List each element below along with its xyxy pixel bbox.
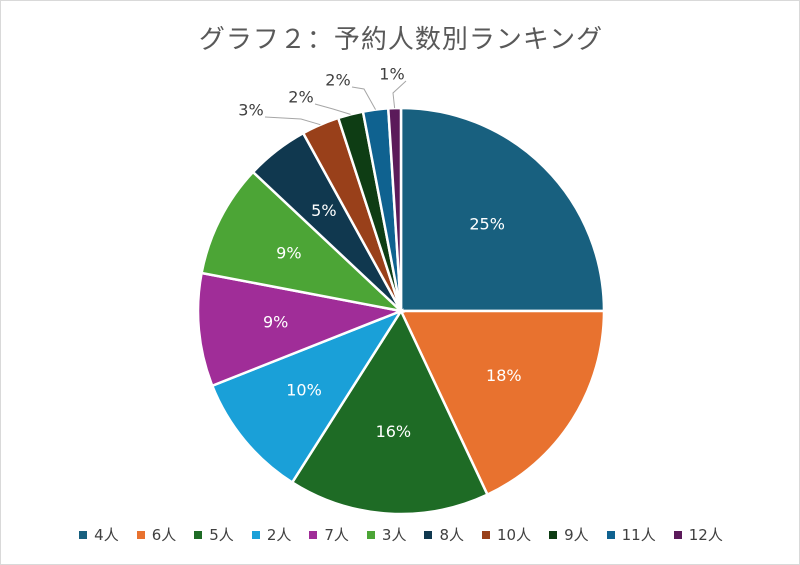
pie-slice-10 xyxy=(386,106,403,312)
legend-label-3: 2人 xyxy=(266,526,292,544)
pie-slice-1 xyxy=(399,309,606,497)
legend-swatch-7 xyxy=(482,530,490,539)
legend-swatch-9 xyxy=(606,530,615,539)
legend-item-0: 4人 xyxy=(79,524,119,545)
legend-label-6: 8人 xyxy=(439,526,464,544)
data-label-3: 10% xyxy=(286,381,322,400)
pie-slice-2 xyxy=(290,308,490,516)
legend-swatch-0 xyxy=(79,530,88,539)
data-label-9: 2% xyxy=(325,71,350,90)
legend-item-3: 2人 xyxy=(251,524,292,545)
legend-item-10: 12人 xyxy=(673,524,723,545)
data-label-4: 9% xyxy=(263,312,288,331)
data-label-5: 9% xyxy=(276,243,301,262)
leader-line-8 xyxy=(314,103,351,115)
legend-item-4: 7人 xyxy=(309,524,349,545)
legend-swatch-1 xyxy=(136,530,145,539)
pie-slice-4 xyxy=(196,271,406,388)
legend-swatch-8 xyxy=(549,530,558,539)
pie-slice-3 xyxy=(210,308,405,485)
chart-title: グラフ２：予約人数別ランキング xyxy=(198,25,604,55)
data-label-6: 5% xyxy=(311,201,336,220)
data-label-2: 16% xyxy=(376,422,412,441)
leader-line-7 xyxy=(264,116,321,126)
pie-slice-5 xyxy=(200,170,405,314)
legend-swatch-2 xyxy=(194,530,203,539)
legend-label-1: 6人 xyxy=(151,526,177,544)
chart-legend: 4人 6人 5人 2人 7人 3人 8人 10人 9人 11人 12人 xyxy=(1,524,800,545)
legend-label-9: 11人 xyxy=(621,526,656,544)
data-label-0: 25% xyxy=(469,214,505,233)
legend-swatch-5 xyxy=(366,530,375,539)
legend-swatch-10 xyxy=(673,530,682,539)
data-label-10: 1% xyxy=(379,65,404,84)
data-label-8: 2% xyxy=(288,88,313,107)
legend-label-7: 10人 xyxy=(497,526,532,544)
data-label-1: 18% xyxy=(486,366,522,385)
legend-label-5: 3人 xyxy=(381,526,407,544)
legend-item-6: 8人 xyxy=(424,524,464,545)
leader-line-10 xyxy=(392,80,407,109)
legend-label-2: 5人 xyxy=(209,526,234,544)
legend-item-9: 11人 xyxy=(606,524,656,545)
legend-label-10: 12人 xyxy=(688,526,723,544)
legend-swatch-6 xyxy=(424,530,433,539)
legend-swatch-3 xyxy=(251,530,260,539)
legend-item-1: 6人 xyxy=(136,524,177,545)
legend-swatch-4 xyxy=(309,530,318,539)
legend-item-5: 3人 xyxy=(366,524,407,545)
pie-chart: 25% 18% 16% 10% 9% 9% 5% 3% 2% 2% 1% xyxy=(196,65,606,516)
data-label-7: 3% xyxy=(238,101,263,120)
legend-label-0: 4人 xyxy=(94,526,119,544)
legend-item-7: 10人 xyxy=(482,524,531,545)
legend-item-2: 5人 xyxy=(194,524,234,545)
legend-label-8: 9人 xyxy=(564,526,589,544)
pie-slice-0 xyxy=(399,106,606,313)
leader-line-9 xyxy=(351,86,376,110)
legend-item-8: 9人 xyxy=(549,524,589,545)
legend-label-4: 7人 xyxy=(324,526,349,544)
